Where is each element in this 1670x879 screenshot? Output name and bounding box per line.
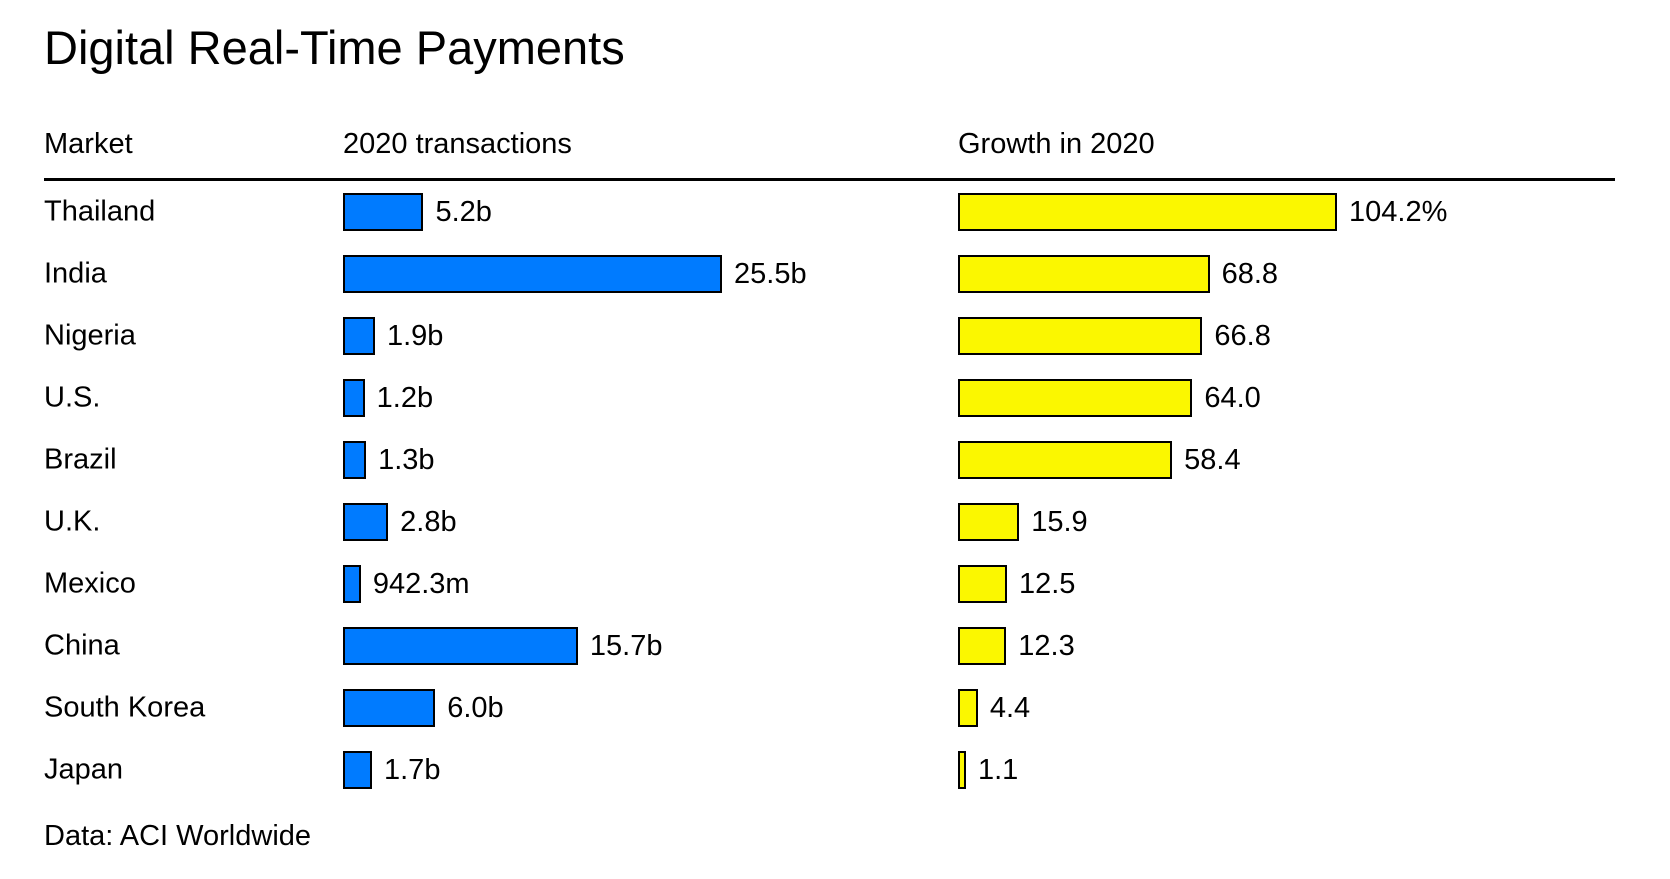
growth-bar-group: 66.8	[958, 317, 1271, 355]
growth-bar-group: 15.9	[958, 503, 1088, 541]
growth-bar-group: 1.1	[958, 751, 1018, 789]
growth-bar-group: 64.0	[958, 379, 1261, 417]
growth-bar	[958, 441, 1173, 479]
growth-bar	[958, 503, 1020, 541]
growth-bar	[958, 317, 1203, 355]
transactions-value-label: 15.7b	[589, 629, 663, 662]
growth-value-label: 104.2%	[1349, 195, 1448, 228]
growth-value-label: 66.8	[1214, 319, 1271, 352]
table-row: Mexico 942.3m 12.5	[0, 553, 1670, 615]
transactions-value-label: 1.3b	[378, 443, 435, 476]
transactions-value-label: 6.0b	[447, 691, 504, 724]
growth-bar-group: 58.4	[958, 441, 1241, 479]
market-label: Brazil	[44, 443, 117, 476]
transactions-value-label: 5.2b	[435, 195, 492, 228]
growth-value-label: 12.3	[1018, 629, 1075, 662]
transactions-value-label: 942.3m	[372, 567, 470, 600]
growth-value-label: 68.8	[1221, 257, 1279, 290]
table-row: India 25.5b 68.8	[0, 243, 1670, 305]
table-row: Japan 1.7b 1.1	[0, 739, 1670, 801]
growth-value-label: 12.5	[1018, 567, 1076, 600]
transactions-bar	[343, 317, 375, 355]
column-header-growth: Growth in 2020	[958, 128, 1155, 160]
trans-bar-group: 5.2b	[343, 193, 492, 231]
transactions-bar	[343, 627, 578, 665]
growth-value-label: 1.1	[977, 753, 1019, 786]
trans-bar-group: 1.9b	[343, 317, 443, 355]
trans-bar-group: 1.7b	[343, 751, 440, 789]
growth-value-label: 4.4	[989, 691, 1031, 724]
trans-bar-group: 25.5b	[343, 255, 807, 293]
growth-bar	[958, 255, 1210, 293]
table-row: U.K. 2.8b 15.9	[0, 491, 1670, 553]
transactions-bar	[343, 379, 365, 417]
market-label: South Korea	[44, 691, 206, 724]
growth-bar	[958, 565, 1007, 603]
growth-bar-group: 12.3	[958, 627, 1075, 665]
trans-bar-group: 1.3b	[343, 441, 435, 479]
transactions-bar	[343, 255, 722, 293]
table-row: South Korea 6.0b 4.4	[0, 677, 1670, 739]
chart-title: Digital Real-Time Payments	[44, 21, 625, 74]
market-label: U.K.	[44, 505, 101, 538]
transactions-bar	[343, 503, 389, 541]
table-row: China 15.7b 12.3	[0, 615, 1670, 677]
growth-bar-group: 4.4	[958, 689, 1030, 727]
trans-bar-group: 1.2b	[343, 379, 433, 417]
growth-bar	[958, 627, 1007, 665]
table-row: U.S. 1.2b 64.0	[0, 367, 1670, 429]
transactions-value-label: 1.7b	[384, 753, 441, 786]
chart-rows: Thailand 5.2b 104.2% India 25.5b 68.8 Nigeria 1…	[0, 181, 1670, 801]
trans-bar-group: 15.7b	[343, 627, 662, 665]
growth-bar	[958, 751, 966, 789]
market-label: China	[44, 629, 120, 662]
transactions-value-label: 1.2b	[376, 381, 434, 414]
growth-bar-group: 104.2%	[958, 193, 1447, 231]
table-row: Brazil 1.3b 58.4	[0, 429, 1670, 491]
growth-value-label: 58.4	[1184, 443, 1241, 476]
growth-bar	[958, 689, 978, 727]
transactions-value-label: 1.9b	[386, 319, 444, 352]
market-label: Thailand	[44, 195, 156, 228]
transactions-bar	[343, 751, 372, 789]
data-source-note: Data: ACI Worldwide	[44, 820, 312, 852]
growth-value-label: 15.9	[1031, 505, 1088, 538]
trans-bar-group: 6.0b	[343, 689, 504, 727]
transactions-value-label: 25.5b	[734, 257, 807, 290]
transactions-bar	[343, 441, 367, 479]
growth-value-label: 64.0	[1204, 381, 1261, 414]
transactions-bar	[343, 689, 436, 727]
column-header-transactions: 2020 transactions	[343, 128, 572, 160]
column-header-market: Market	[44, 128, 133, 160]
transactions-value-label: 2.8b	[400, 505, 457, 538]
header-divider-line	[44, 178, 1615, 181]
transactions-bar	[343, 565, 361, 603]
market-label: Japan	[44, 753, 124, 786]
trans-bar-group: 942.3m	[343, 565, 470, 603]
market-label: Nigeria	[44, 319, 136, 352]
growth-bar	[958, 193, 1337, 231]
growth-bar-group: 68.8	[958, 255, 1278, 293]
growth-bar-group: 12.5	[958, 565, 1075, 603]
growth-bar	[958, 379, 1193, 417]
table-row: Nigeria 1.9b 66.8	[0, 305, 1670, 367]
table-row: Thailand 5.2b 104.2%	[0, 181, 1670, 243]
trans-bar-group: 2.8b	[343, 503, 457, 541]
market-label: U.S.	[44, 381, 101, 414]
market-label: Mexico	[44, 567, 136, 600]
transactions-bar	[343, 193, 424, 231]
market-label: India	[44, 257, 107, 290]
